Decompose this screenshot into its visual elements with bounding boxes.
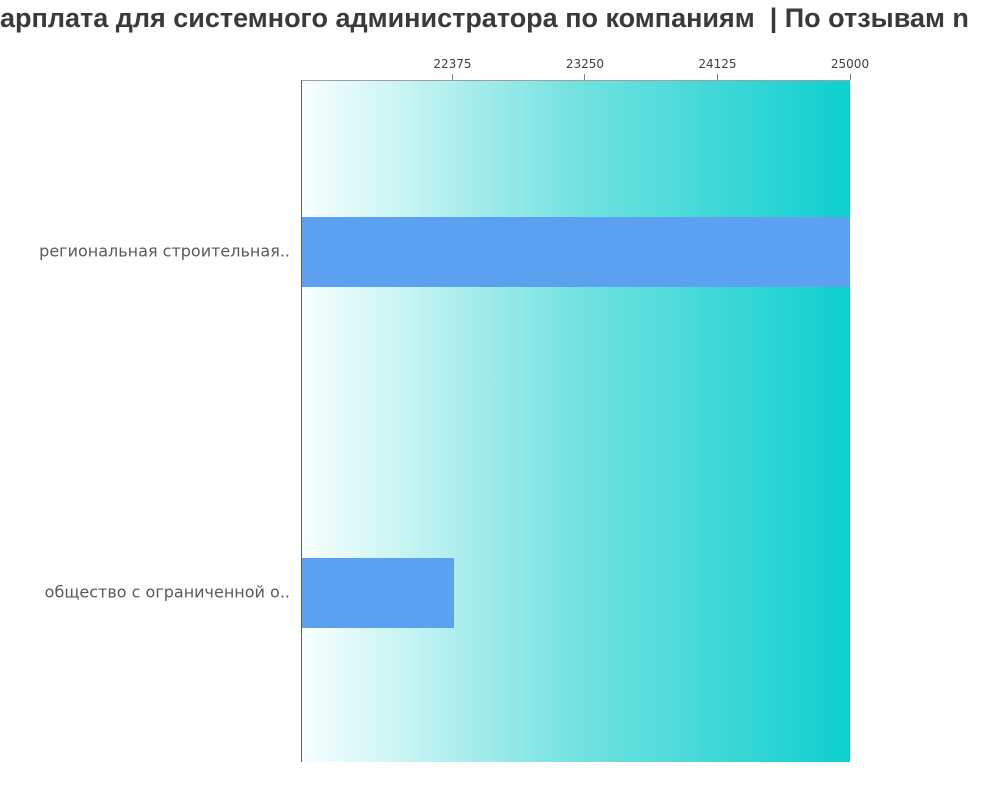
bar [302, 216, 850, 287]
x-axis-tick [584, 74, 586, 80]
x-axis-tick-label: 22375 [433, 57, 472, 71]
x-axis-tick [849, 74, 851, 80]
x-axis-tick-label: 25000 [830, 57, 870, 71]
category-label: общество с ограниченной о.. [44, 582, 290, 601]
plot-area [301, 80, 850, 762]
chart-title: арплата для системного администратора по… [0, 3, 969, 33]
x-axis-tick-label: 24125 [698, 57, 737, 71]
x-axis-tick-label: 23250 [565, 57, 605, 71]
x-axis-tick [716, 74, 718, 80]
x-axis-tick [451, 74, 453, 80]
bar [302, 557, 454, 628]
category-label: региональная строительная.. [39, 241, 290, 260]
